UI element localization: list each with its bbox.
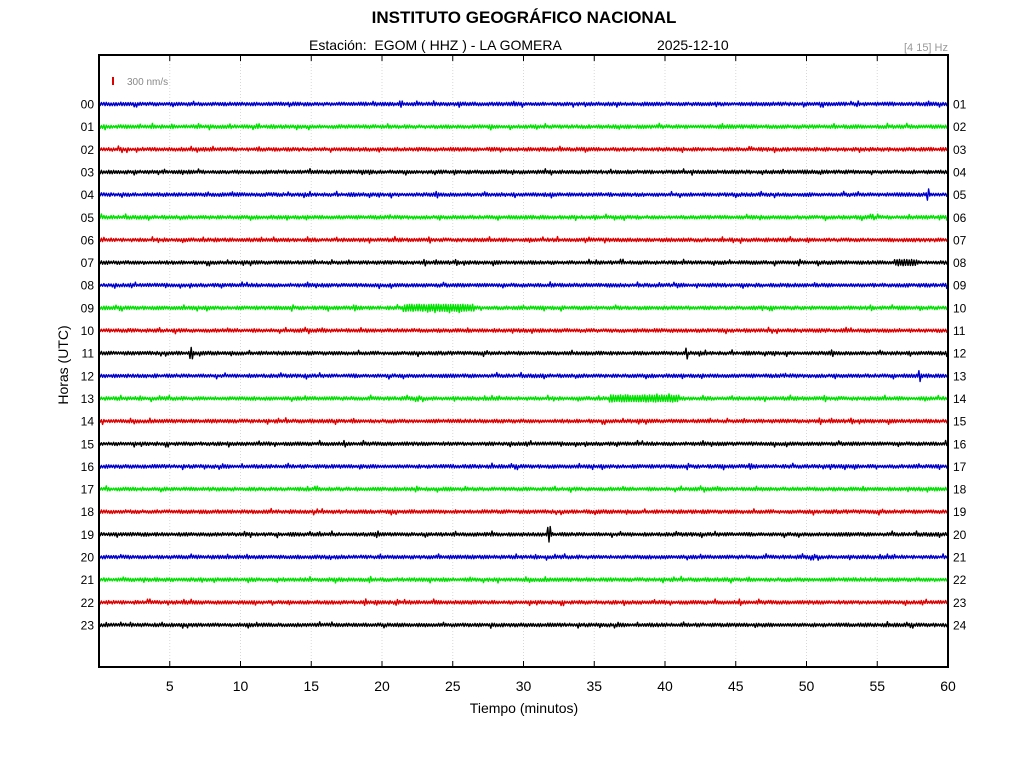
date-label: 2025-12-10 (657, 37, 729, 53)
right-tick-label: 19 (953, 505, 967, 519)
scale-label: 300 nm/s (127, 77, 168, 88)
right-tick-label: 03 (953, 143, 967, 157)
right-tick-label: 17 (953, 460, 967, 474)
trace-line-hour-22 (98, 598, 949, 607)
x-tick-label: 35 (586, 678, 602, 694)
left-tick-label: 02 (81, 143, 95, 157)
left-tick-label: 13 (81, 392, 95, 406)
tick-labels: 00 01 01 02 02 03 03 04 04 05 05 06 06 07 07 08 08 09 09 10… (81, 55, 967, 694)
right-tick-label: 11 (953, 324, 966, 338)
x-tick-label: 5 (166, 678, 174, 694)
left-tick-label: 01 (81, 120, 95, 134)
left-tick-label: 17 (81, 483, 95, 497)
left-tick-label: 20 (81, 551, 95, 565)
left-tick-label: 11 (82, 347, 95, 361)
trace-line-hour-08 (98, 281, 949, 290)
trace-line-hour-20 (98, 553, 949, 561)
trace-line-hour-01 (98, 122, 949, 131)
plot-frame (98, 54, 949, 668)
right-tick-label: 10 (953, 301, 967, 315)
left-tick-label: 06 (81, 233, 95, 247)
x-tick-label: 45 (728, 678, 744, 694)
left-tick-label: 12 (81, 369, 95, 383)
x-tick-label: 50 (799, 678, 815, 694)
x-axis-label: Tiempo (minutos) (469, 700, 579, 716)
trace-line-hour-21 (98, 575, 949, 584)
left-tick-label: 15 (81, 437, 95, 451)
trace-line-hour-13 (98, 393, 949, 403)
right-tick-label: 14 (953, 392, 967, 406)
trace-line-hour-15 (98, 439, 949, 448)
trace-line-hour-19 (98, 525, 949, 543)
left-tick-label: 08 (81, 279, 95, 293)
trace-group (98, 100, 949, 629)
left-tick-label: 18 (81, 505, 95, 519)
right-tick-label: 13 (953, 369, 967, 383)
right-tick-label: 21 (953, 551, 967, 565)
trace-line-hour-23 (98, 621, 949, 629)
x-tick-label: 20 (374, 678, 390, 694)
x-tick-label: 60 (940, 678, 956, 694)
x-tick-label: 15 (303, 678, 319, 694)
right-tick-label: 08 (953, 256, 967, 270)
trace-line-hour-11 (98, 346, 949, 360)
left-tick-label: 21 (81, 573, 95, 587)
right-tick-label: 15 (953, 415, 967, 429)
right-tick-label: 20 (953, 528, 967, 542)
trace-line-hour-10 (98, 326, 949, 335)
left-tick-label: 07 (81, 256, 95, 270)
left-tick-label: 00 (81, 98, 95, 112)
trace-line-hour-03 (98, 168, 949, 176)
trace-line-hour-14 (98, 417, 949, 426)
filter-band-label: [4 15] Hz (903, 42, 948, 54)
right-tick-label: 16 (953, 437, 967, 451)
trace-line-hour-17 (98, 485, 949, 493)
right-tick-label: 05 (953, 188, 967, 202)
trace-line-hour-07 (98, 258, 949, 267)
trace-line-hour-00 (98, 100, 949, 108)
left-tick-label: 23 (81, 618, 95, 632)
right-tick-label: 07 (953, 233, 967, 247)
chart-title: INSTITUTO GEOGRÁFICO NACIONAL (371, 8, 677, 27)
x-tick-label: 30 (516, 678, 532, 694)
trace-line-hour-09 (98, 303, 949, 314)
left-tick-label: 05 (81, 211, 95, 225)
x-tick-label: 25 (445, 678, 461, 694)
trace-line-hour-18 (98, 507, 949, 516)
trace-line-hour-06 (98, 235, 949, 244)
station-label: Estación: EGOM ( HHZ ) - LA GOMERA (309, 37, 562, 53)
right-tick-label: 02 (953, 120, 967, 134)
left-tick-label: 10 (81, 324, 95, 338)
trace-line-hour-16 (98, 462, 949, 471)
left-tick-label: 16 (81, 460, 95, 474)
trace-line-hour-02 (98, 145, 949, 154)
left-tick-label: 19 (81, 528, 95, 542)
right-tick-label: 24 (953, 618, 967, 632)
right-tick-label: 12 (953, 347, 967, 361)
trace-line-hour-04 (98, 188, 949, 201)
right-tick-label: 09 (953, 279, 967, 293)
right-tick-label: 18 (953, 483, 967, 497)
left-tick-label: 03 (81, 165, 95, 179)
trace-line-hour-12 (98, 370, 949, 383)
x-tick-label: 55 (869, 678, 885, 694)
grid-lines (169, 55, 878, 667)
left-tick-label: 14 (81, 415, 95, 429)
right-tick-label: 01 (953, 98, 967, 112)
right-tick-label: 06 (953, 211, 967, 225)
left-tick-label: 09 (81, 301, 95, 315)
x-tick-label: 10 (233, 678, 249, 694)
left-tick-label: 22 (81, 596, 95, 610)
right-tick-label: 22 (953, 573, 967, 587)
scale-bar-group: 300 nm/s (112, 77, 168, 88)
trace-line-hour-05 (98, 213, 949, 222)
left-tick-label: 04 (81, 188, 95, 202)
right-tick-label: 23 (953, 596, 967, 610)
right-tick-label: 04 (953, 165, 967, 179)
x-tick-label: 40 (657, 678, 673, 694)
